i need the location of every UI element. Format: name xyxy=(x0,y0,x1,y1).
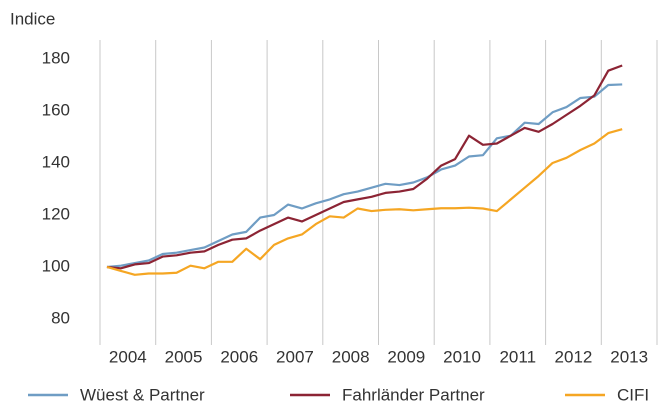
y-tick-label: 140 xyxy=(42,152,70,171)
x-tick-label: 2005 xyxy=(165,347,203,366)
x-tick-label: 2010 xyxy=(443,347,481,366)
legend-label: Wüest & Partner xyxy=(80,385,205,404)
x-tick-label: 2011 xyxy=(499,347,536,366)
line-series xyxy=(106,83,623,269)
y-tick-label: 160 xyxy=(42,100,70,119)
y-tick-label: 120 xyxy=(42,204,70,223)
line-series xyxy=(106,64,623,270)
x-tick-label: 2007 xyxy=(276,347,314,366)
y-axis-label: Indice xyxy=(10,9,55,28)
y-tick-label: 100 xyxy=(42,256,70,275)
x-tick-label: 2013 xyxy=(610,347,648,366)
legend-label: CIFI xyxy=(617,385,649,404)
x-tick-label: 2006 xyxy=(220,347,258,366)
x-tick-label: 2008 xyxy=(332,347,370,366)
line-series xyxy=(106,128,623,276)
legend-label: Fahrländer Partner xyxy=(342,385,485,404)
x-tick-label: 2009 xyxy=(387,347,425,366)
x-tick-label: 2004 xyxy=(109,347,147,366)
y-tick-label: 180 xyxy=(42,48,70,67)
x-tick-label: 2012 xyxy=(555,347,593,366)
y-tick-label: 80 xyxy=(51,308,70,327)
